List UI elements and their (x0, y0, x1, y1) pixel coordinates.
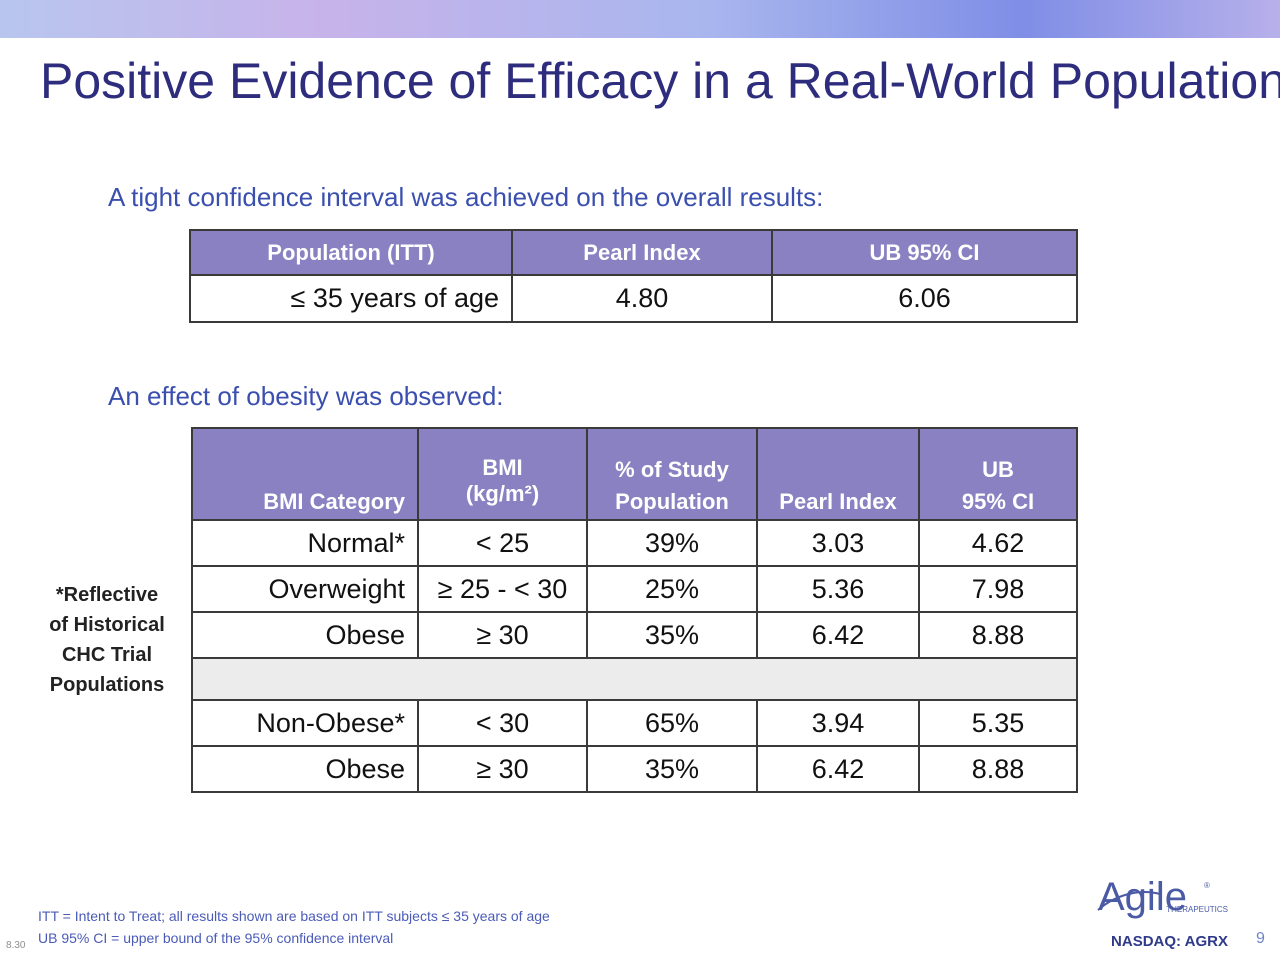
logo-swoosh (1097, 890, 1161, 911)
header-pop-line2: Population (615, 489, 729, 514)
header-population-share: % of Study Population (586, 427, 758, 521)
table-spacer-row (191, 657, 1078, 701)
header-bmi-line1: BMI (482, 455, 523, 480)
ub-ci-cell: 8.88 (918, 745, 1078, 793)
section1-lead: A tight confidence interval was achieved… (108, 182, 824, 212)
pearl-index-cell: 3.94 (756, 699, 920, 747)
table-row: Overweight ≥ 25 - < 30 25% 5.36 7.98 (191, 565, 1078, 613)
table-row: ≤ 35 years of age 4.80 6.06 (189, 274, 1078, 323)
top-gradient-band (0, 0, 1280, 38)
population-share-cell: 39% (586, 519, 758, 567)
itt-results-table: Population (ITT) Pearl Index UB 95% CI ≤… (189, 229, 1078, 323)
ticker-label: NASDAQ: AGRX (1111, 933, 1228, 950)
side-note-line: Populations (49, 674, 165, 696)
section2-lead: An effect of obesity was observed: (108, 381, 504, 411)
version-label: 8.30 (6, 940, 26, 951)
bmi-table: BMI Category BMI (kg/m²) % of Study Popu… (191, 427, 1078, 793)
population-share-cell: 25% (586, 565, 758, 613)
table-row: Obese ≥ 30 35% 6.42 8.88 (191, 745, 1078, 793)
header-ub-line2: 95% CI (961, 489, 1035, 514)
side-note-line: of Historical (49, 614, 165, 636)
ub-ci-cell: 7.98 (918, 565, 1078, 613)
pearl-index-cell: 3.03 (756, 519, 920, 567)
logo-wordmark: Agile (1098, 875, 1187, 919)
population-share-cell: 35% (586, 745, 758, 793)
bmi-cell: ≥ 30 (417, 611, 588, 659)
header-pearl-index: Pearl Index (756, 427, 920, 521)
header-ub-ci: UB 95% CI (771, 229, 1078, 276)
header-bmi: BMI (kg/m²) (417, 427, 588, 521)
header-pearl-index: Pearl Index (511, 229, 773, 276)
header-bmi-category: BMI Category (191, 427, 419, 521)
table-header-row: Population (ITT) Pearl Index UB 95% CI (189, 229, 1078, 276)
bmi-category-cell: Normal* (191, 519, 419, 567)
bmi-cell: < 30 (417, 699, 588, 747)
page-number: 9 (1256, 930, 1265, 947)
bmi-category-cell: Obese (191, 745, 419, 793)
agile-logo: Agile ® THERAPEUTICS NASDAQ: AGRX (1097, 875, 1228, 950)
header-ub-ci: UB 95% CI (918, 427, 1078, 521)
side-note-line: CHC Trial (61, 644, 153, 666)
logo-registered-mark: ® (1204, 881, 1210, 890)
logo-subtitle: THERAPEUTICS (1166, 905, 1228, 914)
ub-ci-cell: 4.62 (918, 519, 1078, 567)
table-header-row: BMI Category BMI (kg/m²) % of Study Popu… (191, 427, 1078, 521)
ub-ci-cell: 5.35 (918, 699, 1078, 747)
pearl-index-cell: 4.80 (511, 274, 773, 323)
header-bmi-line2: (kg/m²) (465, 481, 540, 506)
header-pop-line1: % of Study (615, 457, 729, 482)
pearl-index-cell: 6.42 (756, 611, 920, 659)
footnote-ub-ci: UB 95% CI = upper bound of the 95% confi… (38, 930, 394, 946)
table-row: Normal* < 25 39% 3.03 4.62 (191, 519, 1078, 567)
side-note-line: *Reflective (55, 584, 159, 606)
pearl-index-cell: 5.36 (756, 565, 920, 613)
page-title: Positive Evidence of Efficacy in a Real-… (40, 53, 1280, 109)
header-population: Population (ITT) (189, 229, 513, 276)
bmi-cell: ≥ 25 - < 30 (417, 565, 588, 613)
bmi-category-cell: Overweight (191, 565, 419, 613)
spacer-cell (191, 657, 1078, 701)
table-row: Non-Obese* < 30 65% 3.94 5.35 (191, 699, 1078, 747)
population-share-cell: 35% (586, 611, 758, 659)
bmi-cell: < 25 (417, 519, 588, 567)
header-ub-line1: UB (982, 457, 1014, 482)
ub-ci-cell: 8.88 (918, 611, 1078, 659)
bmi-category-cell: Obese (191, 611, 419, 659)
population-cell: ≤ 35 years of age (189, 274, 513, 323)
ub-ci-cell: 6.06 (771, 274, 1078, 323)
bmi-category-cell: Non-Obese* (191, 699, 419, 747)
pearl-index-cell: 6.42 (756, 745, 920, 793)
footnote-itt: ITT = Intent to Treat; all results shown… (38, 908, 550, 924)
bmi-cell: ≥ 30 (417, 745, 588, 793)
population-share-cell: 65% (586, 699, 758, 747)
table-row: Obese ≥ 30 35% 6.42 8.88 (191, 611, 1078, 659)
side-note: *Reflective of Historical CHC Trial Popu… (40, 580, 174, 700)
